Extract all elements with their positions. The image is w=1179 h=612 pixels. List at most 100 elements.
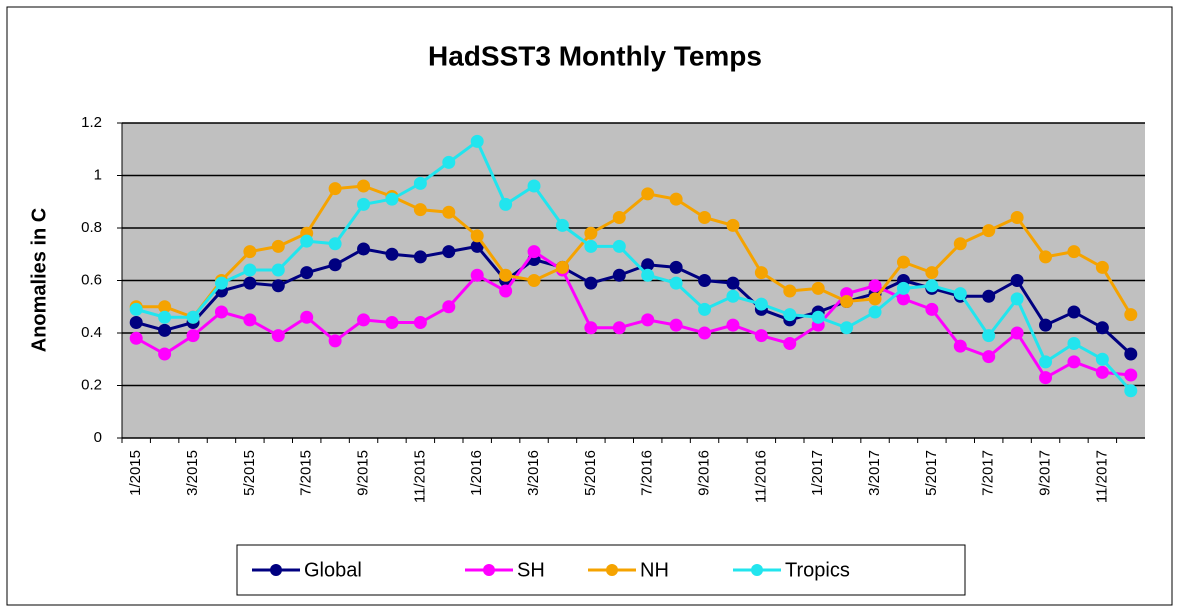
data-point xyxy=(726,289,740,303)
data-point xyxy=(925,302,939,316)
data-point xyxy=(669,192,683,206)
data-point xyxy=(1124,308,1138,322)
data-point xyxy=(328,182,342,196)
data-point xyxy=(1095,321,1109,335)
data-point xyxy=(158,347,172,361)
data-point xyxy=(442,300,456,314)
data-point xyxy=(584,226,598,240)
data-point xyxy=(1124,368,1138,382)
legend-marker xyxy=(270,564,282,576)
y-tick-label: 0.2 xyxy=(81,376,102,393)
data-point xyxy=(982,329,996,343)
data-point xyxy=(470,268,484,282)
data-point xyxy=(442,245,456,259)
data-point xyxy=(1124,384,1138,398)
data-point xyxy=(300,234,314,248)
data-point xyxy=(754,266,768,280)
data-point xyxy=(300,310,314,324)
data-point xyxy=(669,260,683,274)
data-point xyxy=(413,316,427,329)
legend-label: Global xyxy=(304,559,362,581)
data-point xyxy=(698,302,712,316)
data-point xyxy=(584,321,598,335)
y-tick-label: 0 xyxy=(94,429,102,446)
x-tick-label: 9/2015 xyxy=(355,450,372,496)
legend-label: SH xyxy=(517,559,545,581)
data-point xyxy=(442,155,456,169)
data-point xyxy=(612,268,626,282)
data-point xyxy=(385,247,399,261)
y-axis-label: Anomalies in C xyxy=(28,208,50,352)
data-point xyxy=(1010,274,1024,287)
y-tick-label: 0.4 xyxy=(81,324,102,341)
data-point xyxy=(783,337,797,350)
data-point xyxy=(357,242,371,256)
data-point xyxy=(413,203,427,217)
data-point xyxy=(158,310,172,324)
data-point xyxy=(499,268,513,282)
data-point xyxy=(783,308,797,322)
x-tick-label: 11/2016 xyxy=(752,450,769,503)
data-point xyxy=(328,334,342,348)
data-point xyxy=(783,284,797,298)
data-point xyxy=(271,279,285,293)
data-point xyxy=(527,179,541,193)
data-point xyxy=(385,316,399,329)
data-point xyxy=(1095,365,1109,379)
data-point xyxy=(1039,318,1053,332)
data-point xyxy=(726,318,740,332)
data-point xyxy=(129,316,143,329)
data-point xyxy=(698,326,712,340)
data-point xyxy=(698,274,712,287)
data-point xyxy=(868,305,882,319)
data-point xyxy=(896,255,910,269)
data-point xyxy=(214,305,228,319)
data-point xyxy=(1010,292,1024,306)
data-point xyxy=(612,239,626,253)
x-tick-label: 5/2016 xyxy=(582,450,599,496)
y-tick-label: 1 xyxy=(94,166,102,183)
data-point xyxy=(584,276,598,290)
data-point xyxy=(129,331,143,345)
data-point xyxy=(1067,245,1081,259)
legend-marker xyxy=(606,564,618,576)
data-point xyxy=(641,268,655,282)
y-tick-label: 1.2 xyxy=(81,114,102,131)
legend-label: NH xyxy=(640,559,669,581)
data-point xyxy=(1010,211,1024,224)
x-tick-label: 7/2017 xyxy=(980,450,997,496)
data-point xyxy=(555,218,569,232)
data-point xyxy=(1039,371,1053,385)
data-point xyxy=(982,289,996,303)
x-tick-label: 11/2015 xyxy=(411,450,428,503)
x-tick-label: 3/2017 xyxy=(866,450,883,496)
data-point xyxy=(243,245,257,259)
x-tick-label: 7/2015 xyxy=(298,450,315,496)
legend-marker xyxy=(751,564,763,576)
data-point xyxy=(754,329,768,343)
data-point xyxy=(357,313,371,327)
data-point xyxy=(1010,326,1024,340)
data-point xyxy=(555,260,569,274)
data-point xyxy=(186,310,200,324)
data-point xyxy=(158,323,172,337)
data-point xyxy=(129,302,143,316)
data-point xyxy=(470,229,484,243)
data-point xyxy=(243,276,257,290)
data-point xyxy=(612,211,626,224)
data-point xyxy=(413,250,427,264)
data-point xyxy=(328,237,342,251)
x-tick-label: 1/2015 xyxy=(127,450,144,496)
x-tick-label: 5/2017 xyxy=(923,450,940,496)
data-point xyxy=(840,295,854,308)
data-point xyxy=(1124,347,1138,361)
data-point xyxy=(641,187,655,201)
data-point xyxy=(186,329,200,343)
data-point xyxy=(953,339,967,353)
data-point xyxy=(357,179,371,193)
data-point xyxy=(669,276,683,290)
data-point xyxy=(328,258,342,272)
data-point xyxy=(896,281,910,295)
legend-marker xyxy=(483,564,495,576)
